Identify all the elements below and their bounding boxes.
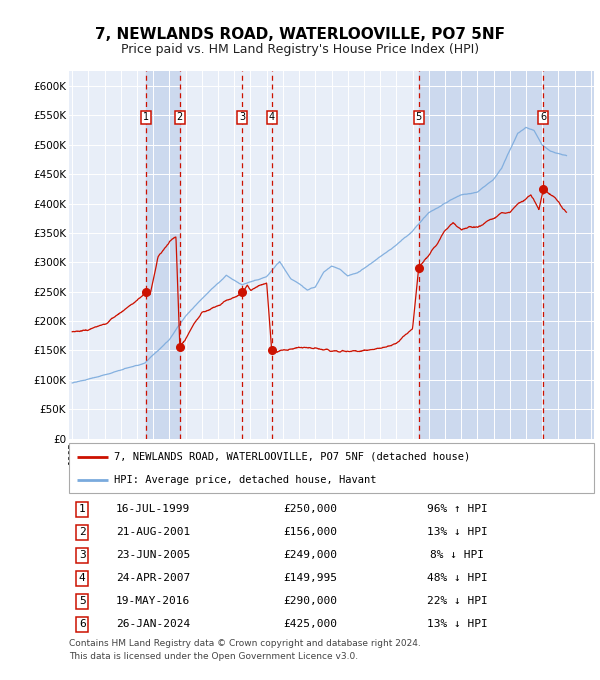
Text: 24-APR-2007: 24-APR-2007 xyxy=(116,573,190,583)
FancyBboxPatch shape xyxy=(69,443,594,493)
Text: 5: 5 xyxy=(79,596,86,607)
Text: 4: 4 xyxy=(79,573,86,583)
Bar xyxy=(419,71,543,439)
Text: 48% ↓ HPI: 48% ↓ HPI xyxy=(427,573,488,583)
Text: 22% ↓ HPI: 22% ↓ HPI xyxy=(427,596,488,607)
Text: 2: 2 xyxy=(79,527,86,537)
Text: £249,000: £249,000 xyxy=(284,550,337,560)
Text: 2: 2 xyxy=(177,112,183,122)
Text: £425,000: £425,000 xyxy=(284,619,337,629)
Text: HPI: Average price, detached house, Havant: HPI: Average price, detached house, Hava… xyxy=(113,475,376,485)
Text: 26-JAN-2024: 26-JAN-2024 xyxy=(116,619,190,629)
Text: 23-JUN-2005: 23-JUN-2005 xyxy=(116,550,190,560)
Text: 6: 6 xyxy=(79,619,86,629)
Text: 3: 3 xyxy=(79,550,86,560)
Bar xyxy=(543,71,594,439)
Text: 8% ↓ HPI: 8% ↓ HPI xyxy=(431,550,485,560)
Text: Contains HM Land Registry data © Crown copyright and database right 2024.
This d: Contains HM Land Registry data © Crown c… xyxy=(69,639,421,661)
Text: 13% ↓ HPI: 13% ↓ HPI xyxy=(427,619,488,629)
Text: 1: 1 xyxy=(79,505,86,514)
Text: 7, NEWLANDS ROAD, WATERLOOVILLE, PO7 5NF (detached house): 7, NEWLANDS ROAD, WATERLOOVILLE, PO7 5NF… xyxy=(113,452,470,462)
Text: £149,995: £149,995 xyxy=(284,573,337,583)
Text: 96% ↑ HPI: 96% ↑ HPI xyxy=(427,505,488,514)
Text: 13% ↓ HPI: 13% ↓ HPI xyxy=(427,527,488,537)
Bar xyxy=(146,71,180,439)
Text: 16-JUL-1999: 16-JUL-1999 xyxy=(116,505,190,514)
Text: 1: 1 xyxy=(143,112,149,122)
Text: 7, NEWLANDS ROAD, WATERLOOVILLE, PO7 5NF: 7, NEWLANDS ROAD, WATERLOOVILLE, PO7 5NF xyxy=(95,27,505,42)
Text: 21-AUG-2001: 21-AUG-2001 xyxy=(116,527,190,537)
Text: £250,000: £250,000 xyxy=(284,505,337,514)
Text: 4: 4 xyxy=(269,112,275,122)
Text: £290,000: £290,000 xyxy=(284,596,337,607)
Text: 3: 3 xyxy=(239,112,245,122)
Text: 19-MAY-2016: 19-MAY-2016 xyxy=(116,596,190,607)
Text: 6: 6 xyxy=(540,112,547,122)
Text: £156,000: £156,000 xyxy=(284,527,337,537)
Text: 5: 5 xyxy=(416,112,422,122)
Text: Price paid vs. HM Land Registry's House Price Index (HPI): Price paid vs. HM Land Registry's House … xyxy=(121,43,479,56)
